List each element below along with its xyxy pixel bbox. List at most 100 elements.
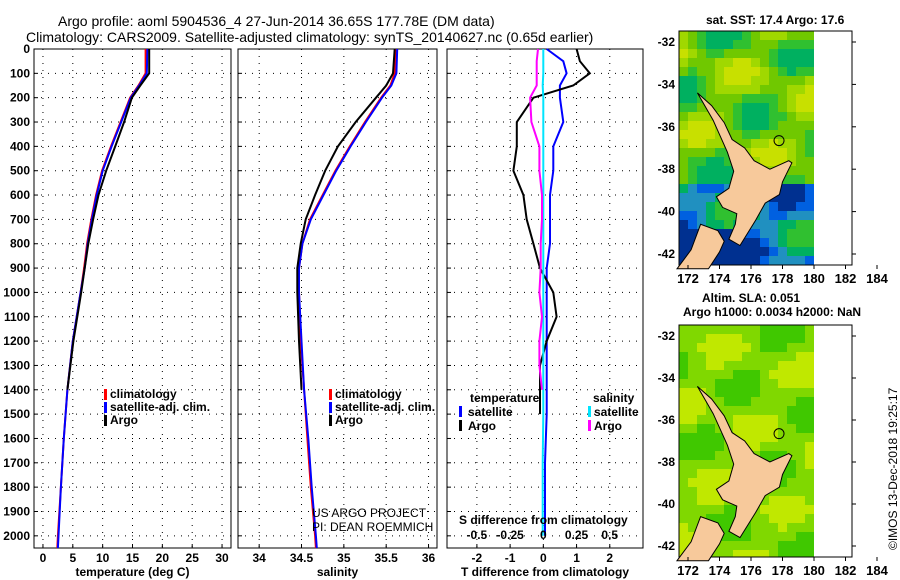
map-cell xyxy=(733,325,742,334)
map-cell xyxy=(751,379,760,388)
map-cell xyxy=(697,184,706,193)
map-cell xyxy=(706,379,715,388)
map-cell xyxy=(778,58,787,67)
map-cell xyxy=(760,541,769,550)
map-cell xyxy=(679,139,688,148)
legend-swatch xyxy=(459,406,462,417)
map-cell xyxy=(778,379,787,388)
map-cell xyxy=(733,40,742,49)
map-cell xyxy=(697,166,706,175)
map-cell xyxy=(778,148,787,157)
map-cell xyxy=(697,202,706,211)
map-cell xyxy=(787,505,796,514)
map-cell xyxy=(733,94,742,103)
depth-tick-label: 1100 xyxy=(4,310,30,324)
series-s-argo xyxy=(529,48,544,390)
map-cell xyxy=(796,415,805,424)
map-cell xyxy=(724,541,733,550)
map-cell xyxy=(769,238,778,247)
map-cell xyxy=(796,175,805,184)
map-cell xyxy=(724,121,733,130)
map-cell xyxy=(760,67,769,76)
map-cell xyxy=(679,103,688,112)
map-cell xyxy=(706,370,715,379)
map-cell xyxy=(688,415,697,424)
map-cell xyxy=(688,31,697,40)
legend-swatch xyxy=(104,415,107,426)
legend-label: satellite-adj. clim. xyxy=(110,400,210,414)
series-argo xyxy=(296,48,396,390)
map-cell xyxy=(688,343,697,352)
map-cell xyxy=(778,229,787,238)
map-cell xyxy=(796,433,805,442)
map-cell xyxy=(697,112,706,121)
map-cell xyxy=(796,229,805,238)
map-cell xyxy=(787,184,796,193)
map-cell xyxy=(679,532,688,541)
map-cell xyxy=(715,505,724,514)
map-cell xyxy=(778,352,787,361)
map-cell xyxy=(715,220,724,229)
map-cell xyxy=(760,334,769,343)
lon-tick-label: 176 xyxy=(740,563,762,578)
map-cell xyxy=(805,496,814,505)
map-cell xyxy=(787,157,796,166)
map-cell xyxy=(778,343,787,352)
x-tick-label: 34.5 xyxy=(290,551,314,565)
map-cell xyxy=(679,220,688,229)
map-cell xyxy=(769,397,778,406)
map-cell xyxy=(697,442,706,451)
map-cell xyxy=(760,130,769,139)
map-cell xyxy=(679,175,688,184)
depth-tick-label: 1800 xyxy=(3,480,30,494)
map-cell xyxy=(742,49,751,58)
depth-tick-label: 500 xyxy=(10,164,30,178)
map-cell xyxy=(742,31,751,40)
map-cell xyxy=(715,94,724,103)
map-cell xyxy=(742,112,751,121)
map-cell xyxy=(778,415,787,424)
map-cell xyxy=(697,76,706,85)
map-cell xyxy=(778,103,787,112)
sla-map-title2: Argo h1000: 0.0034 h2000: NaN xyxy=(683,305,862,319)
map-cell xyxy=(742,433,751,442)
map-cell xyxy=(688,352,697,361)
map-cell xyxy=(778,112,787,121)
map-cell xyxy=(706,433,715,442)
lon-tick-label: 180 xyxy=(803,271,825,286)
map-cell xyxy=(796,184,805,193)
map-cell xyxy=(751,424,760,433)
map-cell xyxy=(742,94,751,103)
x-tick-label: 15 xyxy=(126,551,140,565)
map-cell xyxy=(688,433,697,442)
map-cell xyxy=(805,343,814,352)
map-cell xyxy=(679,31,688,40)
map-cell xyxy=(805,49,814,58)
map-cell xyxy=(706,130,715,139)
map-cell xyxy=(688,202,697,211)
map-cell xyxy=(733,31,742,40)
map-cell xyxy=(787,175,796,184)
map-cell xyxy=(688,361,697,370)
map-cell xyxy=(760,406,769,415)
map-cell xyxy=(724,523,733,532)
map-cell xyxy=(805,85,814,94)
map-cell xyxy=(724,85,733,94)
map-cell xyxy=(697,148,706,157)
x-tick-label: 5 xyxy=(69,551,76,565)
map-cell xyxy=(679,487,688,496)
map-cell xyxy=(760,343,769,352)
map-cell xyxy=(679,193,688,202)
series-s-satellite xyxy=(541,49,545,536)
map-cell xyxy=(796,121,805,130)
depth-tick-label: 0 xyxy=(23,42,30,56)
map-cell xyxy=(679,58,688,67)
lon-tick-label: 178 xyxy=(772,563,794,578)
map-cell xyxy=(778,220,787,229)
map-cell xyxy=(706,85,715,94)
map-cell xyxy=(688,532,697,541)
map-cell xyxy=(724,505,733,514)
map-cell xyxy=(679,67,688,76)
map-cell xyxy=(697,379,706,388)
